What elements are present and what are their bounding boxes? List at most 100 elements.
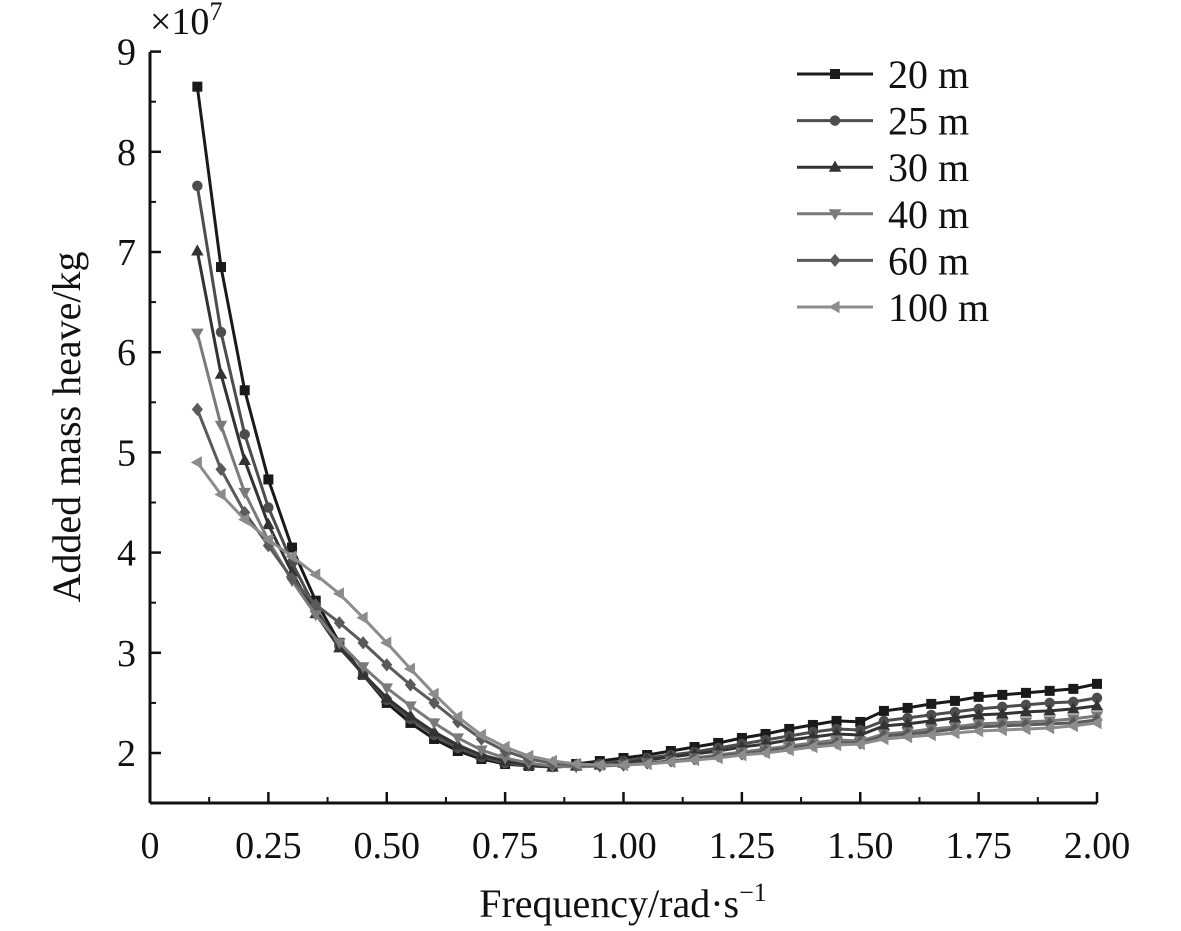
data-point [214, 488, 226, 501]
data-point [569, 757, 581, 771]
data-point [214, 367, 228, 379]
legend-item: 40 m [797, 192, 969, 237]
data-point [498, 740, 510, 754]
data-point [475, 745, 488, 757]
data-point [1044, 685, 1055, 696]
legend-label: 25 m [888, 99, 969, 144]
data-point [404, 678, 417, 692]
data-point [1090, 716, 1102, 730]
x-tick-label: 1.25 [709, 825, 776, 867]
data-point [616, 758, 629, 772]
series-40m [191, 328, 1104, 774]
data-point [664, 755, 676, 769]
legend-item: 20 m [797, 52, 969, 97]
legend-item: 60 m [797, 238, 969, 283]
data-point [1019, 705, 1033, 717]
data-point [711, 751, 723, 765]
data-point [286, 572, 298, 586]
data-point [640, 757, 652, 771]
data-point [971, 724, 984, 738]
data-point [239, 429, 250, 440]
data-point [192, 180, 203, 192]
data-point [403, 662, 415, 676]
data-point [309, 568, 321, 581]
data-point [215, 462, 227, 477]
data-point [1066, 719, 1078, 733]
data-point [192, 81, 203, 92]
data-point [828, 160, 842, 172]
data-point [191, 328, 204, 340]
data-point [877, 732, 889, 746]
legend-item: 100 m [797, 285, 989, 330]
data-point [262, 517, 275, 530]
data-point [381, 658, 393, 672]
data-point [380, 691, 394, 703]
axes: 0 0.25 0.50 0.75 1.00 1.25 1.50 1.75 2.00 2 3 4 5 6 7 8… [117, 32, 1130, 867]
data-point [428, 696, 440, 710]
data-point [1067, 702, 1080, 714]
data-point [451, 710, 463, 724]
data-point [380, 683, 394, 695]
series-line [196, 461, 1098, 767]
data-point [404, 709, 417, 721]
legend-label: 100 m [888, 285, 989, 330]
x-tick-label: 1.00 [590, 825, 657, 867]
data-point [1019, 722, 1031, 736]
data-point [1090, 699, 1104, 711]
data-point [263, 474, 274, 485]
data-point [191, 402, 203, 416]
data-point [427, 718, 441, 730]
data-point [924, 728, 936, 742]
data-point [735, 748, 747, 762]
x-tick-label: 0.75 [472, 825, 539, 867]
data-point [972, 708, 985, 720]
data-point [900, 730, 913, 744]
data-point [996, 707, 1009, 719]
data-point [853, 737, 865, 751]
data-point [948, 726, 960, 740]
data-point [926, 698, 937, 709]
y-axis-title: Added mass heave/kg [44, 251, 89, 602]
y-tick-label: 3 [117, 633, 136, 675]
y-tick-label: 4 [117, 533, 136, 575]
data-point [522, 749, 534, 763]
data-point [238, 513, 250, 526]
data-point [310, 598, 322, 612]
data-point [1092, 678, 1102, 689]
data-point [380, 636, 392, 650]
y-tick-label: 2 [117, 733, 136, 775]
data-point [285, 550, 297, 563]
data-point [948, 711, 962, 723]
data-point [333, 616, 346, 630]
data-point [902, 702, 913, 713]
data-point [828, 209, 842, 221]
data-point [878, 705, 889, 716]
data-point [238, 487, 251, 500]
data-point [545, 754, 558, 768]
data-point [263, 502, 274, 513]
data-point [782, 743, 794, 757]
series-line [195, 332, 1098, 769]
data-point [829, 253, 841, 268]
data-point [973, 691, 984, 702]
data-point [238, 453, 251, 465]
y-tick-label: 5 [117, 432, 136, 474]
y-tick-label: 9 [117, 32, 136, 74]
x-tick-label: 2.00 [1064, 825, 1131, 867]
data-point [995, 723, 1007, 737]
x-tick-label: 0.25 [235, 825, 302, 867]
data-point [239, 385, 250, 396]
data-point [356, 662, 370, 674]
data-point [830, 69, 840, 79]
x-tick-label: 0 [141, 825, 160, 867]
legend-item: 30 m [797, 145, 969, 190]
data-point [474, 728, 486, 742]
data-point [215, 326, 227, 338]
data-point [949, 695, 960, 706]
data-point [451, 733, 465, 745]
legend-label: 30 m [888, 145, 969, 190]
data-point [829, 738, 842, 752]
data-point [593, 758, 605, 772]
